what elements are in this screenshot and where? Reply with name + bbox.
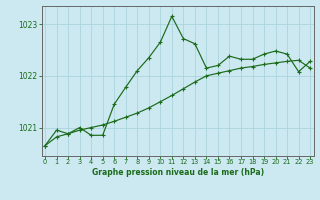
X-axis label: Graphe pression niveau de la mer (hPa): Graphe pression niveau de la mer (hPa)	[92, 168, 264, 177]
